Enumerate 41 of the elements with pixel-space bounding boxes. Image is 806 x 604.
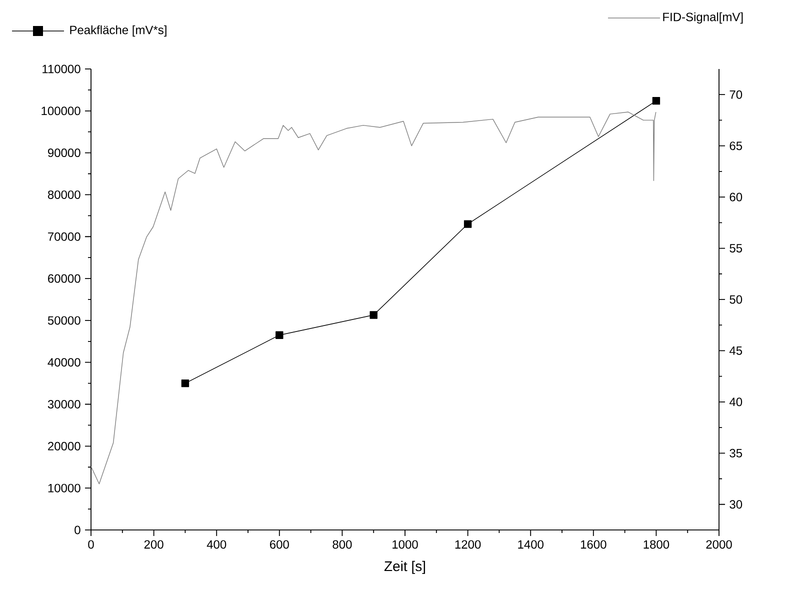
- x-tick-label: 0: [88, 540, 94, 549]
- point: [370, 311, 378, 319]
- y-tick-label: 0: [74, 526, 80, 534]
- point: [652, 96, 660, 105]
- y-tick-label: 90000: [48, 148, 80, 158]
- x-tick-label: 400: [206, 540, 226, 549]
- x-axis-title: Zeit [s]: [384, 560, 425, 574]
- y-tick-label: 30000: [48, 400, 80, 409]
- y-tick-label: 60000: [48, 274, 80, 283]
- y-tick-label: 80000: [48, 190, 80, 199]
- y2-tick-label: 30: [730, 500, 742, 509]
- y2-tick-label: 65: [730, 142, 742, 150]
- y2-tick-label: 40: [729, 398, 742, 406]
- x-tick-label: 1200: [455, 540, 481, 549]
- legend-label: Peakfläche [mV*s]: [70, 25, 166, 37]
- y-tick-label: 20000: [48, 442, 80, 450]
- point: [276, 331, 284, 339]
- x-tick-label: 200: [144, 540, 164, 549]
- x-tick-label: 800: [332, 540, 352, 549]
- legend-label: FID-Signal[mV]: [663, 12, 743, 24]
- x-tick-label: 1000: [392, 540, 418, 549]
- x-tick-label: 2000: [706, 540, 732, 549]
- x-tick-label: 600: [270, 540, 289, 549]
- point: [464, 220, 472, 228]
- line-series: [91, 112, 656, 484]
- x-tick-label: 1400: [518, 540, 544, 549]
- y2-tick-label: 35: [730, 448, 742, 458]
- y2-tick-label: 60: [730, 192, 742, 202]
- x-tick-label: 1800: [644, 540, 670, 549]
- y2-tick-label: 55: [730, 244, 742, 252]
- y-tick-label: 50000: [48, 316, 80, 325]
- y-tick-label: 110000: [42, 64, 80, 74]
- y-tick-label: 70000: [48, 232, 80, 241]
- x-tick-label: 1600: [580, 540, 606, 549]
- y-tick-label: 10000: [48, 484, 80, 492]
- y-tick-label: 100000: [42, 106, 80, 116]
- y2-tick-label: 70: [730, 90, 742, 99]
- y2-tick-label: 45: [729, 346, 742, 355]
- y-tick-label: 40000: [48, 358, 80, 367]
- y2-tick-label: 50: [730, 295, 742, 304]
- point: [181, 379, 190, 388]
